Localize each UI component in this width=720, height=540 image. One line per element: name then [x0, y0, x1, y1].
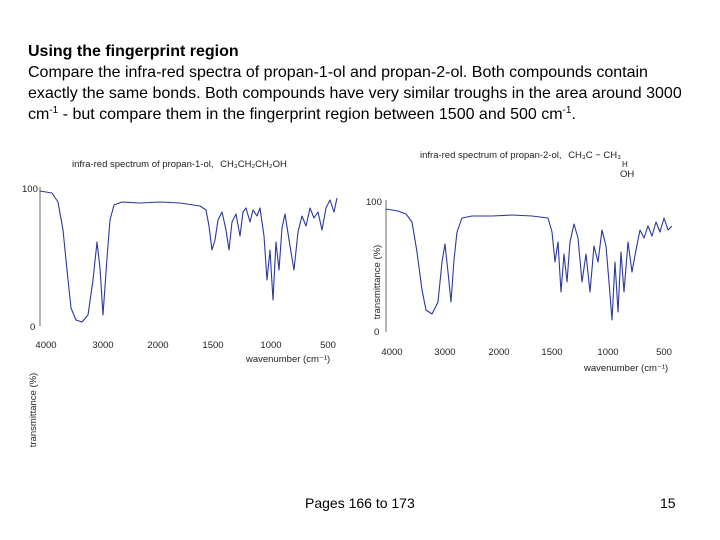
- spectrum1-xtick-3000: 3000: [92, 340, 113, 351]
- spectrum2-title: infra-red spectrum of propan-2-ol, CH₃C …: [420, 150, 621, 161]
- body-text-part2: - but compare them in the fingerprint re…: [58, 106, 563, 123]
- slide-number: 15: [660, 495, 676, 511]
- spectrum2-formula-h: H: [622, 160, 628, 169]
- spectrum1-y-bottom: 0: [30, 322, 35, 333]
- spectrum1-xlabel: wavenumber (cm⁻¹): [245, 354, 330, 365]
- body-text-part1: Compare the infra-red spectra of propan-…: [28, 64, 682, 123]
- spectrum1-title: infra-red spectrum of propan-1-ol, CH₃CH…: [72, 159, 287, 170]
- spectrum1-xtick-1500: 1500: [202, 340, 223, 351]
- spectrum2-xtick-1000: 1000: [597, 347, 618, 358]
- spectrum2-xtick-500: 500: [656, 347, 672, 358]
- spectrum2-y-bottom: 0: [374, 327, 379, 338]
- spectrum2-ylabel: transmittance (%): [372, 245, 383, 319]
- spectrum1-xtick-2000: 2000: [147, 340, 168, 351]
- footer-pages: Pages 166 to 173: [305, 495, 415, 511]
- spectrum1-ylabel: transmittance (%): [28, 373, 39, 447]
- spectrum2-y-top: 100: [366, 197, 382, 208]
- spectrum2-xlabel: wavenumber (cm⁻¹): [583, 363, 668, 374]
- body-sup1: -1: [49, 105, 59, 116]
- spectrum1-xtick-500: 500: [320, 340, 336, 351]
- body-sup2: -1: [562, 105, 572, 116]
- spectrum1-trace: [39, 190, 338, 323]
- slide-heading: Using the fingerprint region: [28, 43, 239, 60]
- spectrum-propan-2-ol: infra-red spectrum of propan-2-ol, CH₃C …: [366, 150, 673, 374]
- spectrum1-xtick-1000: 1000: [260, 340, 281, 351]
- spectrum2-xtick-1500: 1500: [541, 347, 562, 358]
- spectrum2-xtick-2000: 2000: [488, 347, 509, 358]
- spectrum2-formula-oh: OH: [620, 169, 634, 180]
- spectrum2-xtick-4000: 4000: [381, 347, 402, 358]
- spectrum1-xtick-4000: 4000: [35, 340, 56, 351]
- spectrum1-y-top: 100: [22, 184, 38, 195]
- spectrum2-xtick-3000: 3000: [434, 347, 455, 358]
- spectrum2-trace: [385, 208, 673, 321]
- spectrum-propan-1-ol: infra-red spectrum of propan-1-ol, CH₃CH…: [22, 159, 338, 447]
- body-text-part3: .: [571, 106, 576, 123]
- slide-text: Using the fingerprint region Compare the…: [28, 41, 692, 125]
